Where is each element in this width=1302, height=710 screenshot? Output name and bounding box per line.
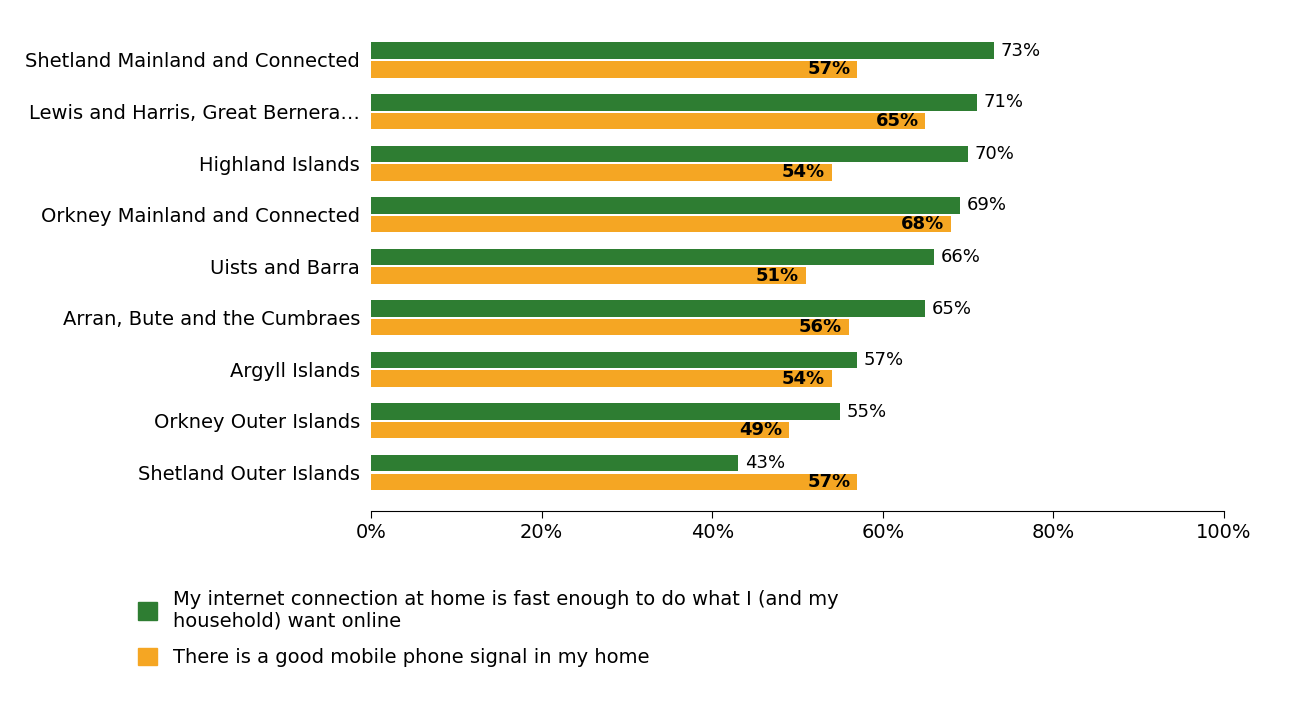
Text: 55%: 55%	[846, 403, 887, 420]
Text: 43%: 43%	[745, 454, 785, 472]
Bar	[371, 216, 950, 232]
Bar	[371, 455, 738, 471]
Bar	[371, 61, 857, 77]
Legend: My internet connection at home is fast enough to do what I (and my
household) wa: My internet connection at home is fast e…	[138, 589, 838, 667]
Bar	[371, 300, 926, 317]
Bar	[371, 267, 806, 284]
Bar	[371, 403, 840, 420]
Bar	[371, 197, 960, 214]
Bar	[371, 164, 832, 180]
Text: 66%: 66%	[941, 248, 980, 266]
Text: 71%: 71%	[983, 93, 1023, 111]
Text: 68%: 68%	[901, 215, 944, 233]
Bar	[371, 422, 789, 439]
Text: 56%: 56%	[798, 318, 842, 336]
Bar	[371, 474, 857, 490]
Text: 65%: 65%	[875, 112, 919, 130]
Text: 57%: 57%	[807, 473, 850, 491]
Text: 57%: 57%	[865, 351, 904, 369]
Text: 70%: 70%	[975, 145, 1014, 163]
Bar	[371, 319, 849, 335]
Text: 49%: 49%	[740, 421, 783, 439]
Bar	[371, 146, 969, 162]
Bar	[371, 248, 934, 266]
Bar	[371, 371, 832, 387]
Text: 51%: 51%	[756, 266, 799, 285]
Bar	[371, 352, 857, 368]
Text: 54%: 54%	[781, 370, 824, 388]
Bar	[371, 113, 926, 129]
Text: 73%: 73%	[1000, 42, 1040, 60]
Text: 69%: 69%	[966, 197, 1006, 214]
Text: 54%: 54%	[781, 163, 824, 181]
Text: 57%: 57%	[807, 60, 850, 78]
Bar	[371, 94, 976, 111]
Text: 65%: 65%	[932, 300, 973, 317]
Bar	[371, 43, 993, 59]
